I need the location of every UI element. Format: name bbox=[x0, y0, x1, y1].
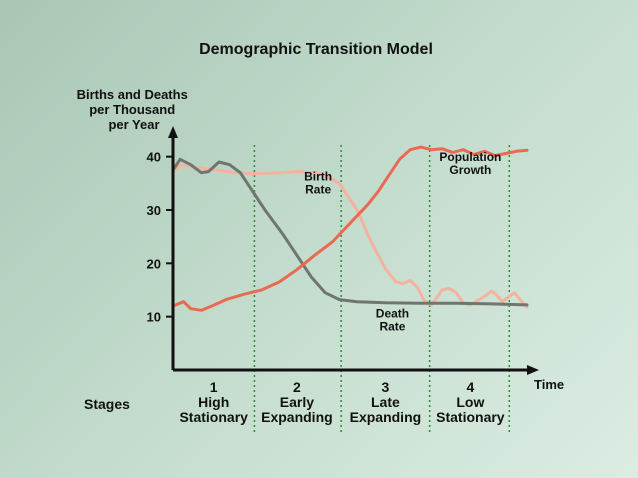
pop-annotation: Population Growth bbox=[439, 150, 501, 177]
y-axis-label-line-1: Births and Deaths bbox=[77, 87, 188, 102]
stage-labels: 1 High Stationary 2 Early Expanding 3 Late Expan… bbox=[179, 379, 504, 425]
death-annotation: Death Rate bbox=[376, 307, 409, 334]
birth-line bbox=[171, 163, 529, 309]
y-tick-label: 20 bbox=[147, 256, 161, 271]
chart-title: Demographic Transition Model bbox=[199, 41, 433, 58]
pop-line bbox=[171, 145, 529, 312]
death-line bbox=[171, 157, 529, 307]
stage-label: 4 Low Stationary bbox=[436, 379, 505, 425]
y-axis-label: Births and Deaths per Thousand per Year bbox=[77, 87, 192, 132]
birth-annotation: Birth Rate bbox=[304, 170, 332, 197]
y-tick-label: 40 bbox=[147, 150, 161, 165]
stage-label: 2 Early Expanding bbox=[261, 379, 333, 425]
y-tick-label: 10 bbox=[147, 310, 161, 325]
stage-label: 3 Late Expanding bbox=[350, 379, 422, 425]
series-group bbox=[171, 145, 529, 312]
stage-label: 1 High Stationary bbox=[179, 379, 248, 425]
y-tick-label: 30 bbox=[147, 203, 161, 218]
x-axis-label: Time bbox=[534, 377, 564, 392]
y-axis-label-line-3: per Year bbox=[108, 117, 159, 132]
y-axis-label-line-2: per Thousand bbox=[89, 102, 175, 117]
annotations: Birth Rate Death Rate Population Growth bbox=[304, 150, 501, 334]
y-axis-arrowhead bbox=[168, 126, 178, 138]
y-ticks: 10 20 30 40 bbox=[147, 150, 173, 325]
stages-label: Stages bbox=[84, 396, 130, 412]
x-axis-arrowhead bbox=[527, 365, 539, 375]
